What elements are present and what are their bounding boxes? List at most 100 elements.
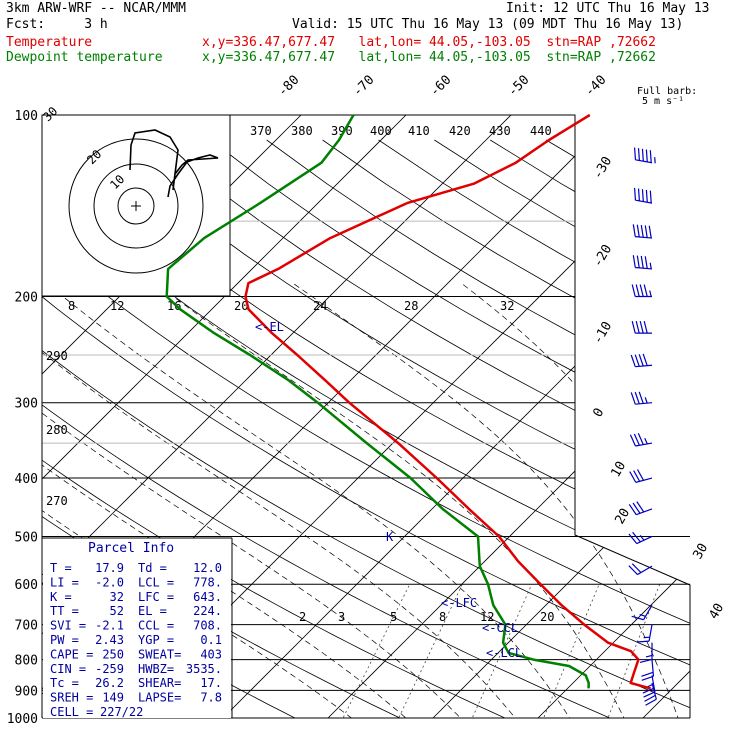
pressure-label-500: 500 (15, 530, 38, 545)
dry-adiabat-350 (98, 139, 690, 718)
dry-adiabat-410 (434, 139, 690, 718)
theta-label-270: 270 (46, 494, 68, 508)
parcel-row-3-col-1: 52 (110, 604, 124, 618)
parcel-info-background (43, 538, 231, 718)
mixing-ratio-8 (537, 584, 600, 718)
wind-barb-180 (632, 255, 653, 270)
pressure-label-800: 800 (15, 654, 38, 669)
pressure-label-100: 100 (15, 109, 38, 124)
dry-adiabat-300 (42, 139, 690, 718)
wind-barb-750 (639, 642, 653, 664)
wind-barb-260 (630, 353, 653, 368)
moist-adiabat-5 (42, 282, 473, 718)
moist-adiabat-30 (460, 282, 690, 718)
wind-barb-200 (631, 284, 652, 298)
wind-barb-300 (630, 391, 653, 405)
parcel-row-2-col-1: 32 (110, 590, 124, 604)
isotherm--20 (209, 115, 690, 718)
dry-adiabat-400 (378, 139, 690, 718)
temperature-legend: Temperature (6, 35, 93, 50)
mixing-ratio-label-5: 5 (390, 610, 397, 624)
wind-barb-875 (644, 682, 657, 706)
pressure-label-400: 400 (15, 472, 38, 487)
dry-adiabat-label-20: 20 (234, 299, 248, 313)
parcel-info-box: Parcel Info T = 17.9 Td = 12.0 LI = -2.0 LCL = 7… (42, 537, 233, 719)
isotherm-label-40: 40 (706, 601, 727, 622)
isotherm-30 (735, 102, 740, 731)
parcel-row-3-col-2: EL = (138, 604, 167, 618)
dry-adiabat-label-16: 16 (167, 299, 181, 313)
dry-adiabat-label-32: 32 (500, 299, 514, 313)
parcel-row-7-col-1: -259 (95, 662, 124, 676)
parcel-row-2-col-2: LFC = (138, 590, 174, 604)
wind-barb-160 (632, 224, 653, 239)
parcel-row-9-col-0: SREH = (50, 691, 93, 705)
parcel-row-6-col-3: 403 (200, 647, 222, 661)
isotherm-label--40: -40 (582, 73, 609, 100)
wind-barb-450 (628, 501, 653, 516)
parcel-row-0-col-3: 12.0 (193, 561, 222, 575)
parcel-row-9-col-3: 7.8 (200, 691, 222, 705)
theta-label-400: 400 (370, 124, 392, 138)
wind-legend-title: Full barb: (637, 86, 697, 97)
theta-label-430: 430 (489, 124, 511, 138)
mixing-ratio-3 (392, 584, 463, 718)
dry-adiabat-290 (42, 139, 641, 718)
dry-adiabat-label-12: 12 (110, 299, 124, 313)
wind-barb-230 (631, 320, 652, 334)
mixing-ratio-label-8: 8 (439, 610, 446, 624)
parcel-row-3-col-0: TT = (50, 604, 79, 618)
pressure-label-200: 200 (15, 291, 38, 306)
parcel-row-5-col-3: 0.1 (200, 633, 222, 647)
wind-legend: Full barb: 5 m s⁻¹ (637, 86, 697, 107)
parcel-row-8-col-2: SHEAR= (138, 676, 181, 690)
dry-adiabat-420 (489, 139, 690, 718)
theta-label-370: 370 (250, 124, 272, 138)
init-time: Init: 12 UTC Thu 16 May 13 (506, 1, 710, 16)
parcel-row-9-col-1: 149 (102, 691, 124, 705)
theta-label-420: 420 (449, 124, 471, 138)
dry-adiabat-370 (210, 139, 690, 718)
mixing-ratio-5 (466, 584, 533, 718)
parcel-row-5-col-2: YGP = (138, 633, 174, 647)
parcel-row-4-col-2: CCL = (138, 619, 174, 633)
pressure-label-900: 900 (15, 684, 38, 699)
parcel-row-0-col-1: 17.9 (95, 561, 124, 575)
mixing-ratio-label-20: 20 (540, 610, 554, 624)
parcel-row-1-col-3: 778. (193, 575, 222, 589)
theta-label-440: 440 (530, 124, 552, 138)
parcel-row-2-col-0: K = (50, 590, 72, 604)
isotherm-label--50: -50 (505, 73, 532, 100)
dry-adiabat-label-24: 24 (313, 299, 327, 313)
theta-label-410: 410 (408, 124, 430, 138)
parcel-row-6-col-1: 250 (102, 647, 124, 661)
dry-adiabat-460 (714, 140, 740, 731)
hodograph-ring-2 (93, 163, 179, 249)
wind-legend-value: 5 m s⁻¹ (642, 96, 684, 107)
parcel-row-10-col-0: CELL = (50, 705, 93, 719)
dry-adiabat-label-8: 8 (68, 299, 75, 313)
hodograph-ring-1 (117, 187, 155, 225)
parcel-row-7-col-0: CIN = (50, 662, 86, 676)
isotherm-label--70: -70 (350, 73, 377, 100)
wind-barb-800 (641, 659, 655, 681)
wind-barbs (628, 147, 657, 706)
dry-adiabat-390 (322, 139, 690, 718)
parcel-row-8-col-1: 26.2 (95, 676, 124, 690)
wind-barb-650 (631, 604, 653, 621)
wind-barb-850 (642, 675, 656, 698)
parcel-row-8-col-0: Tc = (50, 676, 79, 690)
wind-barb-560 (628, 563, 653, 576)
isotherm-label-10: 10 (608, 459, 629, 480)
model-title: 3km ARW-WRF -- NCAR/MMM (6, 1, 187, 16)
wind-barb-500 (628, 531, 653, 545)
parcel-row-6-col-2: SWEAT= (138, 647, 181, 661)
theta-label-290: 290 (46, 349, 68, 363)
wind-barb-700 (636, 624, 653, 643)
parcel-row-1-col-2: LCL = (138, 575, 174, 589)
parcel-row-9-col-2: LAPSE= (138, 691, 181, 705)
isotherm--50 (42, 115, 525, 718)
hodograph-ring-3 (68, 138, 204, 274)
parcel-row-7-col-2: HWBZ= (138, 662, 174, 676)
moist-adiabat-25 (292, 282, 684, 718)
